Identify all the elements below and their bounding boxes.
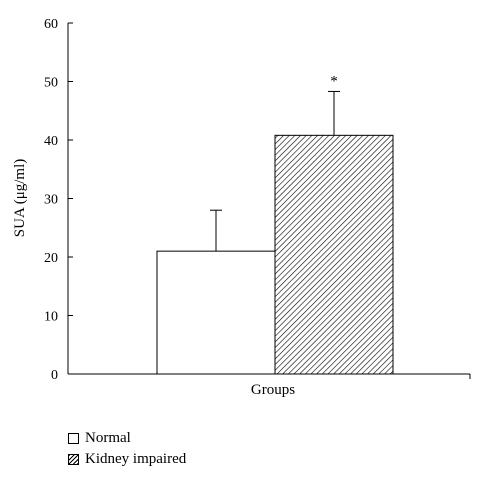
bar-normal: [156, 250, 276, 375]
chart-bars: *: [156, 73, 394, 375]
significance-marker: *: [330, 73, 338, 89]
legend-item-normal: Normal: [68, 428, 186, 449]
y-tick-label: 40: [44, 134, 58, 149]
legend-swatch-normal: [68, 433, 79, 444]
y-tick-label: 20: [44, 251, 58, 266]
y-tick-label: 0: [51, 368, 58, 383]
chart-axes: 0 10 20 30 40 50 60: [44, 17, 471, 383]
y-tick-label: 30: [44, 193, 58, 208]
legend-item-kidney-impaired: Kidney impaired: [68, 449, 186, 470]
y-axis-label: SUA (μg/ml): [12, 159, 28, 237]
legend-swatch-kidney-impaired: [68, 454, 79, 465]
y-tick-label: 10: [44, 310, 58, 325]
x-axis-label: Groups: [251, 382, 295, 398]
legend: Normal Kidney impaired: [68, 428, 186, 470]
legend-label-kidney-impaired: Kidney impaired: [85, 451, 187, 467]
y-tick-label: 50: [44, 76, 58, 91]
y-tick-label: 60: [44, 17, 58, 32]
bar-kidney-impaired: [274, 134, 394, 375]
legend-label-normal: Normal: [85, 430, 131, 446]
